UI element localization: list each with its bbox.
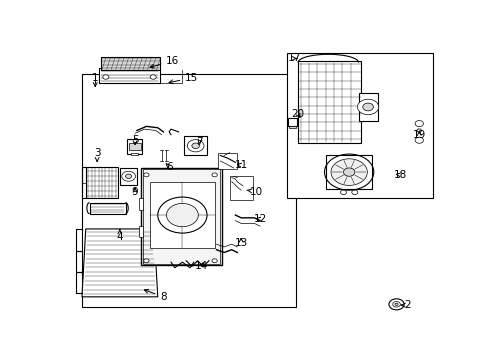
Bar xyxy=(184,136,206,156)
Text: 3: 3 xyxy=(94,148,100,161)
Bar xyxy=(229,176,252,200)
Text: 20: 20 xyxy=(291,109,304,119)
FancyBboxPatch shape xyxy=(99,68,159,84)
Circle shape xyxy=(392,302,400,307)
Bar xyxy=(150,182,214,248)
Bar xyxy=(120,168,137,185)
Text: 19: 19 xyxy=(412,130,425,140)
Circle shape xyxy=(191,143,199,149)
Bar xyxy=(139,226,142,237)
Circle shape xyxy=(166,203,198,227)
Circle shape xyxy=(324,154,373,190)
Text: 9: 9 xyxy=(131,186,138,197)
Bar xyxy=(142,169,220,264)
Circle shape xyxy=(362,103,373,111)
Text: 10: 10 xyxy=(246,186,263,197)
Circle shape xyxy=(351,190,357,194)
Bar xyxy=(89,203,125,214)
Circle shape xyxy=(416,129,421,132)
Circle shape xyxy=(357,99,378,115)
Bar xyxy=(101,57,159,69)
Bar xyxy=(297,61,360,143)
Circle shape xyxy=(343,168,354,176)
Text: 4: 4 xyxy=(116,229,123,242)
Text: 18: 18 xyxy=(393,170,406,180)
Polygon shape xyxy=(82,229,158,297)
Bar xyxy=(131,153,138,156)
Circle shape xyxy=(102,75,109,79)
Circle shape xyxy=(158,197,206,233)
Bar xyxy=(287,118,297,126)
Circle shape xyxy=(187,140,203,152)
Text: 2: 2 xyxy=(401,300,410,310)
Text: 12: 12 xyxy=(253,214,266,224)
Bar xyxy=(141,168,222,265)
Text: 15: 15 xyxy=(169,73,198,84)
Bar xyxy=(128,143,141,150)
Text: 5: 5 xyxy=(131,135,138,145)
Text: 13: 13 xyxy=(234,238,247,248)
Bar xyxy=(218,153,237,169)
Circle shape xyxy=(394,303,397,305)
Circle shape xyxy=(211,173,217,177)
Circle shape xyxy=(340,190,346,194)
Bar xyxy=(139,198,142,210)
Text: 7: 7 xyxy=(196,136,203,147)
Text: 8: 8 xyxy=(144,289,166,302)
Bar xyxy=(82,74,295,307)
Bar xyxy=(127,139,142,154)
Circle shape xyxy=(143,173,149,177)
Bar xyxy=(326,156,371,189)
Circle shape xyxy=(125,174,131,179)
Bar xyxy=(286,53,432,198)
Circle shape xyxy=(150,75,156,79)
Circle shape xyxy=(414,137,423,143)
Circle shape xyxy=(414,121,423,127)
Circle shape xyxy=(388,299,403,310)
Circle shape xyxy=(122,171,135,181)
Text: 11: 11 xyxy=(234,160,247,170)
Circle shape xyxy=(330,159,366,185)
Circle shape xyxy=(211,259,217,263)
Bar xyxy=(358,93,377,121)
Text: 6: 6 xyxy=(165,162,172,172)
Bar xyxy=(85,167,118,198)
Circle shape xyxy=(143,259,149,263)
Text: 16: 16 xyxy=(150,56,179,68)
Bar xyxy=(288,126,295,128)
Text: 14: 14 xyxy=(194,261,207,271)
Text: 1: 1 xyxy=(92,73,99,86)
Text: 17: 17 xyxy=(287,53,300,63)
